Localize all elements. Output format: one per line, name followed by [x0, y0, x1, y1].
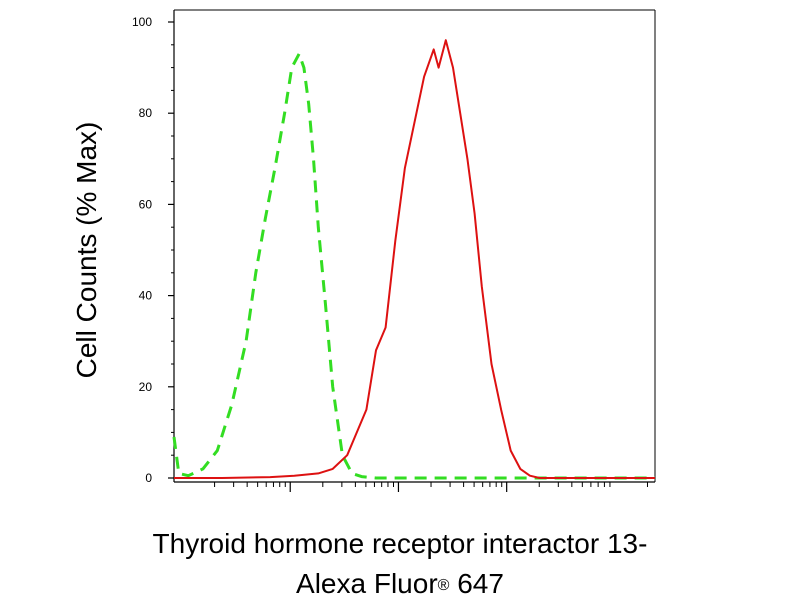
x-axis-title-wavelength: 647 [449, 568, 504, 599]
x-axis-title-fluor: Alexa Fluor [296, 568, 438, 599]
plot-axes [173, 9, 656, 483]
y-axis-title: Cell Counts (% Max) [71, 122, 102, 379]
y-tick-label: 100 [132, 15, 152, 29]
y-tick-label: 40 [139, 289, 153, 303]
histogram-series-1 [172, 52, 655, 480]
x-axis-title-line-1: Thyroid hormone receptor interactor 13- [152, 528, 648, 559]
y-tick-label: 60 [139, 197, 153, 211]
histogram-series-2 [174, 39, 655, 479]
y-tick-label: 20 [139, 380, 153, 394]
y-tick-label: 80 [139, 106, 153, 120]
x-axis-title-line-2: Alexa Fluor® 647 [60, 566, 740, 602]
y-axis-ticks: 0 20 40 60 80 100 [132, 15, 174, 485]
registered-mark: ® [437, 577, 450, 594]
x-axis-ticks [214, 482, 648, 492]
y-tick-label: 0 [145, 471, 152, 485]
series-layer [172, 39, 655, 480]
